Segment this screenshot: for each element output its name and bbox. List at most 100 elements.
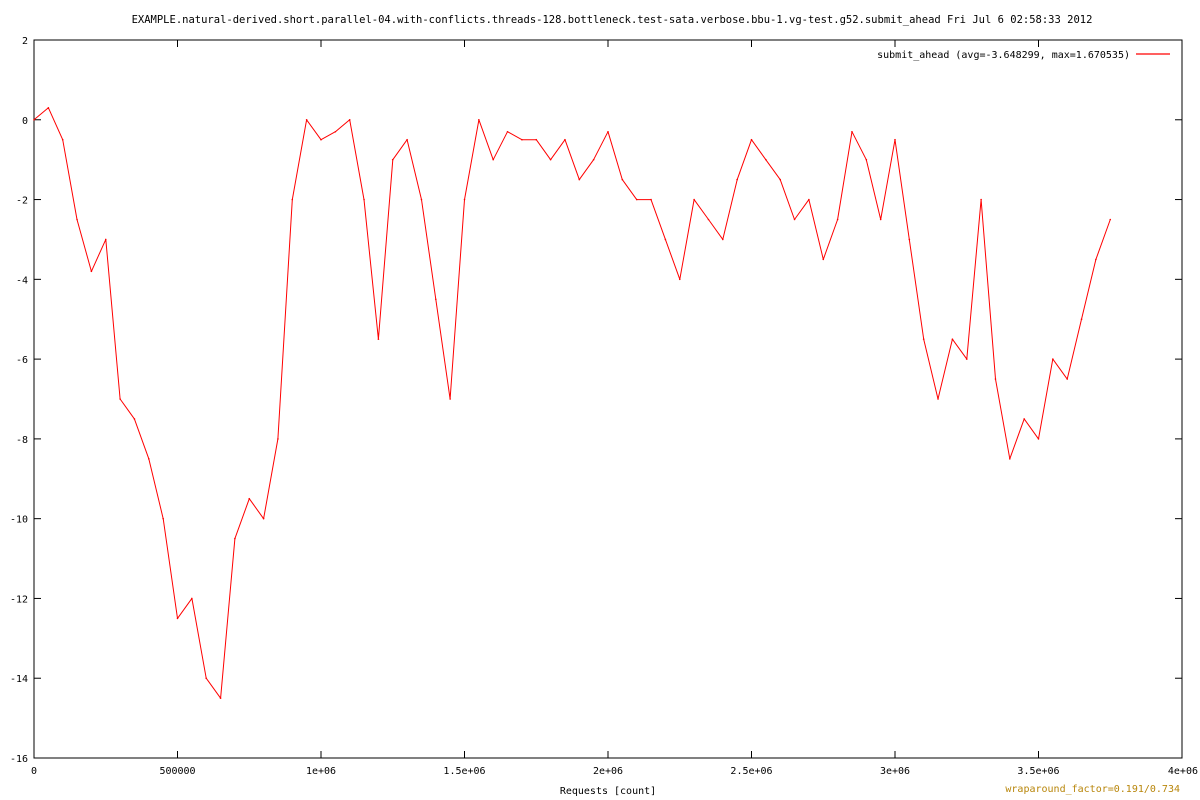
data-point — [722, 238, 724, 241]
x-tick-label: 1.5e+06 — [443, 766, 485, 777]
y-tick-label: -2 — [16, 196, 28, 207]
data-point — [865, 158, 868, 161]
x-tick-label: 2.5e+06 — [730, 766, 772, 777]
data-point — [76, 218, 78, 221]
data-point — [607, 130, 609, 133]
y-tick-label: -16 — [10, 754, 28, 765]
data-point — [61, 138, 64, 141]
data-point — [965, 358, 968, 360]
data-point — [922, 338, 925, 340]
data-point — [736, 178, 738, 181]
data-point — [578, 178, 581, 181]
data-point — [592, 158, 595, 161]
y-tick-label: -14 — [10, 674, 28, 685]
series-layer — [33, 107, 1112, 699]
data-point — [435, 298, 437, 301]
x-tick-label: 0 — [31, 766, 37, 777]
x-tick-label: 500000 — [159, 766, 195, 777]
data-point — [176, 617, 179, 620]
data-point — [1109, 218, 1112, 221]
data-point — [463, 198, 466, 201]
x-tick-label: 4e+06 — [1168, 766, 1198, 777]
wraparound-footnote: wraparound_factor=0.191/0.734 — [1005, 784, 1180, 795]
x-tick-label: 2e+06 — [593, 766, 623, 777]
data-point — [104, 238, 107, 241]
y-tick-label: 2 — [22, 36, 28, 47]
data-point — [277, 438, 279, 440]
x-axis: 0 500000 1e+06 1.5e+06 2e+06 2.5e+06 3e+06 3.5e… — [31, 40, 1198, 777]
data-point — [1080, 318, 1083, 321]
data-point — [478, 118, 480, 121]
data-point — [951, 338, 954, 340]
data-point — [822, 258, 825, 261]
y-tick-label: -12 — [10, 594, 28, 605]
data-point — [148, 458, 150, 460]
data-point — [750, 138, 753, 141]
data-point — [348, 118, 351, 121]
data-point — [1009, 458, 1011, 460]
legend-label: submit_ahead (avg=-3.648299, max=1.67053… — [877, 50, 1130, 61]
data-point — [205, 677, 207, 680]
data-point — [320, 138, 322, 141]
legend: submit_ahead (avg=-3.648299, max=1.67053… — [877, 50, 1170, 61]
y-tick-label: 0 — [22, 116, 28, 127]
data-point — [678, 278, 681, 281]
data-point — [980, 198, 982, 201]
data-point — [1066, 378, 1068, 380]
y-tick-label: -4 — [16, 275, 28, 286]
data-point — [133, 418, 136, 420]
data-point — [535, 138, 538, 141]
data-point — [262, 517, 265, 520]
data-point — [650, 198, 652, 201]
data-point — [291, 198, 294, 201]
data-point — [219, 697, 222, 699]
y-axis: 2 0 -2 -4 -6 -8 -10 -12 -14 -16 — [10, 36, 1182, 765]
y-tick-label: -6 — [16, 355, 28, 366]
data-point — [305, 118, 308, 121]
x-tick-label: 1e+06 — [306, 766, 336, 777]
data-point — [162, 517, 164, 520]
data-point — [248, 497, 251, 500]
data-point — [765, 158, 767, 161]
data-point — [693, 198, 695, 201]
data-point — [1023, 418, 1025, 420]
data-point — [894, 138, 896, 141]
data-point — [506, 130, 509, 133]
data-point — [635, 198, 638, 201]
data-point — [908, 238, 911, 241]
chart-title: EXAMPLE.natural-derived.short.parallel-0… — [132, 14, 1093, 26]
y-tick-label: -10 — [10, 515, 28, 526]
data-point — [420, 198, 423, 201]
data-point — [564, 138, 566, 141]
data-point — [449, 398, 451, 400]
data-point — [994, 378, 997, 380]
data-point — [521, 138, 523, 141]
data-point — [234, 537, 236, 540]
data-point — [90, 270, 93, 273]
x-axis-label: Requests [count] — [560, 786, 656, 797]
data-point — [793, 218, 796, 221]
x-tick-label: 3e+06 — [880, 766, 910, 777]
data-point — [406, 138, 408, 141]
data-point — [191, 597, 193, 600]
data-point — [391, 158, 394, 161]
y-tick-label: -8 — [16, 435, 28, 446]
data-point — [363, 198, 365, 201]
data-point — [621, 178, 624, 181]
data-point — [664, 238, 667, 241]
data-point — [808, 198, 810, 201]
data-point — [1095, 258, 1097, 261]
data-point — [119, 398, 121, 400]
data-point — [1052, 358, 1054, 360]
data-point — [937, 398, 939, 400]
data-point — [377, 338, 380, 340]
plot-frame — [33, 39, 1183, 759]
data-point — [779, 178, 781, 181]
data-point — [334, 130, 337, 133]
data-point — [47, 107, 50, 109]
data-point — [549, 158, 552, 161]
data-point — [836, 218, 839, 221]
series-line-submit_ahead — [33, 107, 1111, 699]
data-point — [1037, 438, 1040, 440]
